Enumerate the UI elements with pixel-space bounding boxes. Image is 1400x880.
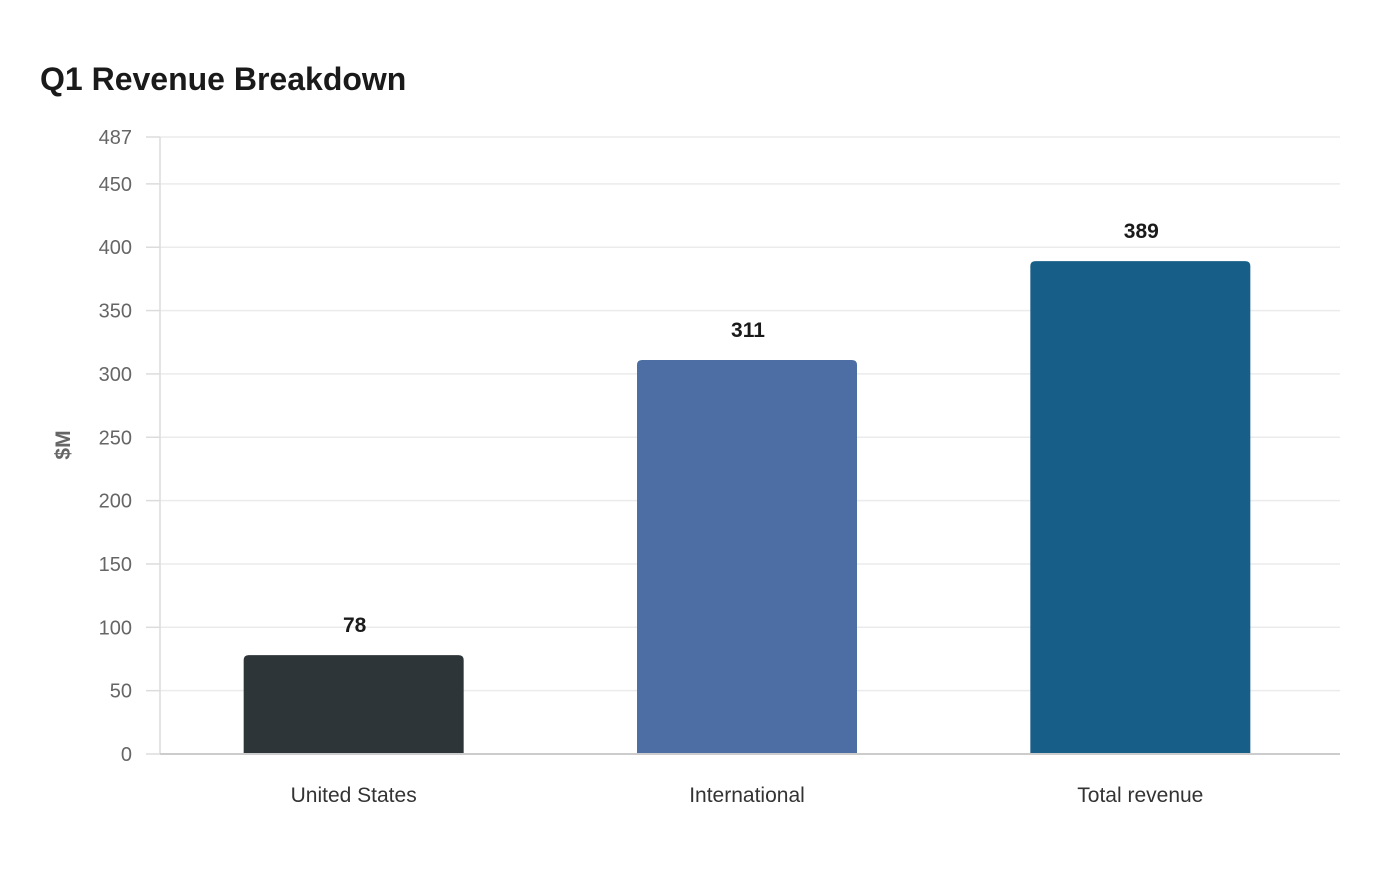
y-tick-label: 300 bbox=[99, 364, 132, 386]
bar-international bbox=[637, 359, 857, 754]
category-label: Total revenue bbox=[1077, 784, 1203, 807]
y-tick-label: 350 bbox=[99, 301, 132, 323]
axes bbox=[159, 137, 1340, 755]
y-tick-label: 250 bbox=[99, 427, 132, 449]
value-label: 311 bbox=[731, 319, 765, 342]
y-tick-label: 50 bbox=[110, 681, 132, 703]
y-tick-label: 0 bbox=[121, 744, 132, 766]
bar-total-revenue bbox=[1030, 261, 1251, 754]
y-tick-label: 487 bbox=[99, 127, 132, 149]
y-tick-label: 100 bbox=[99, 617, 132, 639]
y-tick-labels: 0 50 100 150 200 250 300 350 400 450 487 bbox=[99, 127, 132, 766]
y-tick-label: 400 bbox=[99, 237, 132, 259]
y-tick-label: 150 bbox=[99, 554, 132, 576]
value-label: 78 bbox=[343, 614, 367, 637]
value-labels: 78 311 389 bbox=[343, 220, 1159, 637]
bar-united-states bbox=[243, 655, 464, 754]
y-tick-label: 200 bbox=[99, 491, 132, 513]
chart-title: Q1 Revenue Breakdown bbox=[40, 61, 407, 97]
value-label: 389 bbox=[1124, 220, 1159, 243]
y-tick-label: 450 bbox=[99, 174, 132, 196]
y-axis-title: $M bbox=[52, 430, 75, 459]
category-labels: United States International Total revenue bbox=[291, 784, 1204, 807]
category-label: International bbox=[689, 784, 805, 807]
category-label: United States bbox=[291, 784, 417, 807]
bars bbox=[243, 261, 1251, 754]
